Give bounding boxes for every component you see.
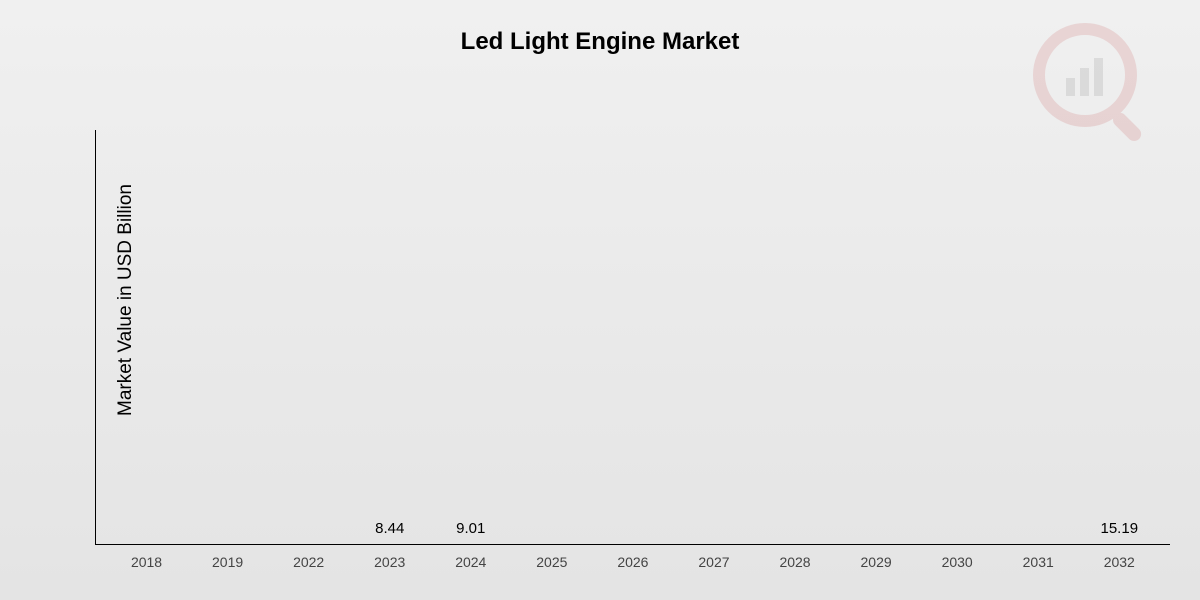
bar-value-label: 9.01 xyxy=(441,520,501,537)
x-tick-label: 2019 xyxy=(198,554,258,570)
x-tick-label: 2031 xyxy=(1008,554,1068,570)
chart-area: 8.449.0115.19 20182019202220232024202520… xyxy=(95,130,1170,545)
x-tick-label: 2032 xyxy=(1089,554,1149,570)
plot-frame: 8.449.0115.19 20182019202220232024202520… xyxy=(95,130,1170,545)
x-tick-label: 2024 xyxy=(441,554,501,570)
bars-container: 8.44 9.01 15.19 xyxy=(96,130,1170,544)
x-tick-label: 2026 xyxy=(603,554,663,570)
x-tick-label: 2018 xyxy=(117,554,177,570)
bar-value-label: 15.19 xyxy=(1089,520,1149,537)
x-tick-label: 2025 xyxy=(522,554,582,570)
x-tick-label: 2029 xyxy=(846,554,906,570)
x-tick-label: 2028 xyxy=(765,554,825,570)
x-axis-labels: 2018 2019 2022 2023 2024 2025 2026 2027 2028 2029… xyxy=(96,554,1170,570)
bar-value-label: 8.44 xyxy=(360,520,420,537)
x-tick-label: 2023 xyxy=(360,554,420,570)
chart-title: Led Light Engine Market xyxy=(0,0,1200,56)
x-tick-label: 2027 xyxy=(684,554,744,570)
x-tick-label: 2022 xyxy=(279,554,339,570)
x-tick-label: 2030 xyxy=(927,554,987,570)
